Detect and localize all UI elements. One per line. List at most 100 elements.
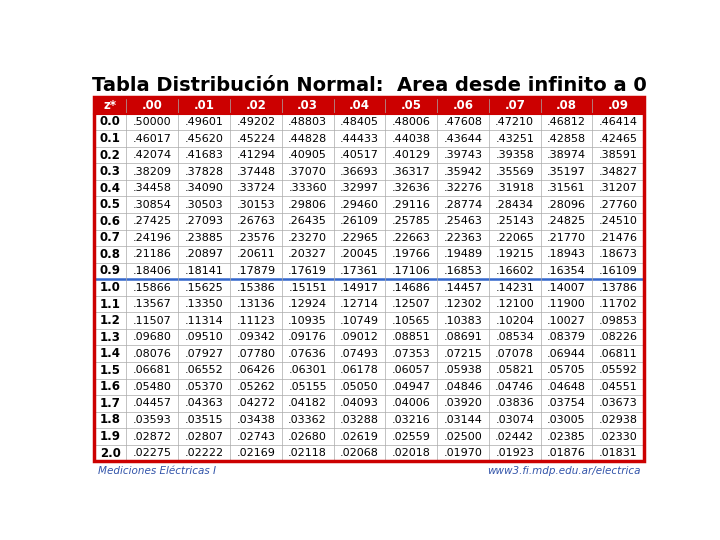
Text: .22363: .22363: [444, 233, 482, 243]
Text: 1.6: 1.6: [99, 380, 121, 393]
Text: .23885: .23885: [184, 233, 224, 243]
Text: .07353: .07353: [392, 349, 431, 359]
Text: .08379: .08379: [547, 332, 586, 342]
Text: .01876: .01876: [547, 448, 586, 458]
Text: .12507: .12507: [392, 299, 431, 309]
Text: .38591: .38591: [599, 150, 638, 160]
Text: .07636: .07636: [288, 349, 327, 359]
Text: .17879: .17879: [236, 266, 276, 276]
Text: .06681: .06681: [133, 365, 171, 375]
Bar: [94, 97, 644, 114]
Text: .05370: .05370: [185, 382, 223, 392]
Text: .34458: .34458: [132, 183, 172, 193]
Text: .26109: .26109: [340, 217, 379, 226]
Text: .20045: .20045: [340, 249, 379, 259]
Text: .34090: .34090: [184, 183, 223, 193]
Text: .44038: .44038: [392, 133, 431, 144]
Text: .03288: .03288: [340, 415, 379, 425]
Text: .02743: .02743: [236, 431, 275, 442]
Text: 0.6: 0.6: [99, 215, 121, 228]
Text: .02872: .02872: [132, 431, 172, 442]
Text: 1.0: 1.0: [99, 281, 120, 294]
Text: .18943: .18943: [547, 249, 586, 259]
Text: .08: .08: [556, 99, 577, 112]
Text: .03216: .03216: [392, 415, 431, 425]
Text: .11702: .11702: [599, 299, 638, 309]
Text: .05050: .05050: [340, 382, 379, 392]
Text: .10935: .10935: [288, 316, 327, 326]
Text: .23270: .23270: [288, 233, 327, 243]
Text: .02442: .02442: [495, 431, 534, 442]
Text: .30503: .30503: [185, 200, 223, 210]
Text: .11507: .11507: [133, 316, 171, 326]
Text: .10383: .10383: [444, 316, 482, 326]
Text: .03920: .03920: [444, 399, 482, 408]
Text: .24196: .24196: [132, 233, 172, 243]
Text: .47608: .47608: [444, 117, 482, 127]
Text: .08691: .08691: [444, 332, 482, 342]
Text: .05262: .05262: [236, 382, 275, 392]
Text: .48006: .48006: [392, 117, 431, 127]
Text: .06426: .06426: [236, 365, 275, 375]
Text: .40129: .40129: [392, 150, 431, 160]
Text: .36693: .36693: [340, 167, 379, 177]
Text: .32997: .32997: [340, 183, 379, 193]
Text: .37448: .37448: [236, 167, 276, 177]
Text: .49601: .49601: [184, 117, 223, 127]
Text: .33360: .33360: [288, 183, 327, 193]
Text: .46812: .46812: [547, 117, 586, 127]
Text: .01923: .01923: [495, 448, 534, 458]
Text: 1.1: 1.1: [99, 298, 120, 310]
Text: .04: .04: [349, 99, 370, 112]
Text: .06178: .06178: [340, 365, 379, 375]
Text: .14231: .14231: [495, 282, 534, 293]
Text: .02018: .02018: [392, 448, 431, 458]
Text: .11123: .11123: [236, 316, 275, 326]
Text: .07215: .07215: [444, 349, 482, 359]
Text: .09012: .09012: [340, 332, 379, 342]
Text: .13786: .13786: [599, 282, 638, 293]
Text: .26435: .26435: [288, 217, 327, 226]
Text: .12924: .12924: [288, 299, 327, 309]
Text: .06: .06: [452, 99, 474, 112]
Text: .15866: .15866: [133, 282, 171, 293]
Text: .05: .05: [400, 99, 422, 112]
Text: 1.7: 1.7: [99, 397, 120, 410]
Text: .04363: .04363: [185, 399, 223, 408]
Text: .33724: .33724: [236, 183, 275, 193]
Text: .37828: .37828: [184, 167, 224, 177]
Text: .28774: .28774: [444, 200, 482, 210]
Text: .27760: .27760: [599, 200, 638, 210]
Text: www3.fi.mdp.edu.ar/electrica: www3.fi.mdp.edu.ar/electrica: [487, 466, 640, 476]
Text: .49202: .49202: [236, 117, 276, 127]
Text: .16354: .16354: [547, 266, 586, 276]
Text: .03673: .03673: [599, 399, 638, 408]
Text: .05480: .05480: [133, 382, 172, 392]
Text: .20897: .20897: [184, 249, 224, 259]
Text: .30153: .30153: [237, 200, 275, 210]
Text: .14457: .14457: [444, 282, 482, 293]
Text: .04846: .04846: [444, 382, 482, 392]
Text: .09176: .09176: [288, 332, 327, 342]
Text: .17619: .17619: [288, 266, 327, 276]
Text: .50000: .50000: [133, 117, 171, 127]
Text: .10027: .10027: [547, 316, 586, 326]
Text: .48405: .48405: [340, 117, 379, 127]
Text: .11314: .11314: [185, 316, 223, 326]
Text: .20611: .20611: [236, 249, 275, 259]
Text: 0.1: 0.1: [99, 132, 120, 145]
Text: .41294: .41294: [236, 150, 276, 160]
Text: .12714: .12714: [340, 299, 379, 309]
Text: 0.3: 0.3: [99, 165, 120, 178]
Text: .35569: .35569: [495, 167, 534, 177]
Text: .04272: .04272: [236, 399, 276, 408]
Text: .00: .00: [142, 99, 163, 112]
Text: .29116: .29116: [392, 200, 431, 210]
Text: .42465: .42465: [599, 133, 638, 144]
Text: .02559: .02559: [392, 431, 431, 442]
Text: .03362: .03362: [288, 415, 327, 425]
Text: .27093: .27093: [184, 217, 224, 226]
Text: .17106: .17106: [392, 266, 431, 276]
Text: .32636: .32636: [392, 183, 431, 193]
Text: .09680: .09680: [133, 332, 172, 342]
